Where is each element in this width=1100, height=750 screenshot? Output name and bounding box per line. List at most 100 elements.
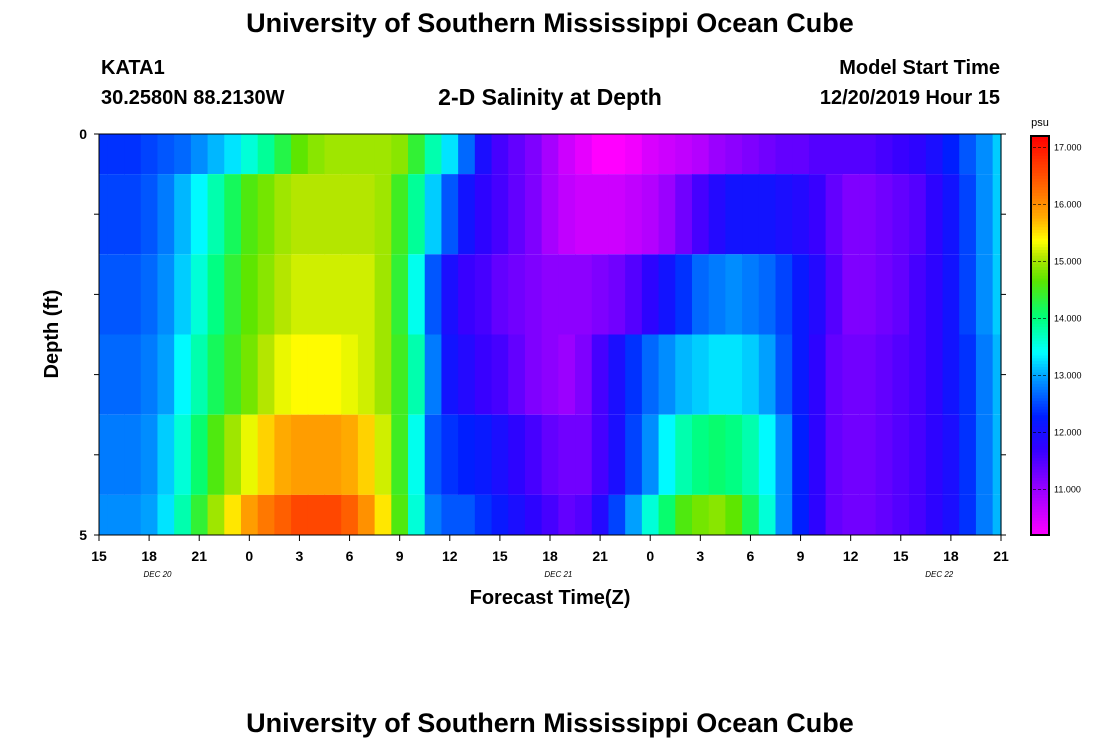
x-axis-date-label: DEC 22 [925,570,954,579]
heatmap-cell [959,494,977,535]
heatmap-cell [992,134,1002,175]
colorbar: 17.000 16.000 15.000 14.000 13.000 12.000 11.0… [1030,117,1082,536]
colorbar-band [1031,378,1049,382]
colorbar-band [1031,426,1049,431]
heatmap-cell [758,254,777,335]
heatmap-cell [925,334,944,415]
heatmap-cell [708,334,726,415]
heatmap-cell [391,414,409,495]
heatmap-cell [240,414,259,495]
heatmap-cell [424,334,443,415]
colorbar-band [1031,193,1049,197]
heatmap-cell [792,254,810,335]
heatmap-cell [608,414,626,495]
heatmap-cell [925,134,944,175]
x-axis-tick-label: 15 [492,548,508,564]
colorbar-band [1031,523,1049,528]
heatmap-cell [99,254,108,335]
colorbar-band [1031,195,1049,200]
heatmap-cell [240,254,259,335]
colorbar-band [1031,497,1049,502]
heatmap-cell [641,174,660,255]
heatmap-cell [224,254,242,335]
heatmap-cell [859,414,877,495]
heatmap-cell [474,174,493,255]
heatmap-cell [207,414,225,495]
heatmap-cell [458,254,476,335]
heatmap-cell [558,494,576,535]
heatmap-cell [124,414,142,495]
heatmap-cell [99,134,108,175]
colorbar-band [1031,272,1049,277]
heatmap-cell [207,494,225,535]
heatmap-cell [658,494,676,535]
colorbar-tick-label: 15.000 [1054,256,1082,266]
colorbar-band [1031,173,1049,177]
heatmap-cell [742,134,760,175]
colorbar-band [1031,435,1049,439]
heatmap-cell [575,134,593,175]
heatmap-cell [274,174,292,255]
heatmap-cell [975,254,994,335]
heatmap-cell [257,134,275,175]
heatmap-cell [357,334,376,415]
x-axis-tick-label: 6 [747,548,755,564]
heatmap-cell [307,134,326,175]
colorbar-band [1031,526,1049,530]
colorbar-band [1031,307,1049,311]
x-axis-tick-label: 0 [646,548,654,564]
colorbar-band [1031,455,1049,459]
heatmap-cell [608,254,626,335]
colorbar-band [1031,355,1049,359]
heatmap-cell [341,334,359,415]
heatmap-cell [641,414,660,495]
heatmap-cell [491,134,509,175]
heatmap-cell [625,134,643,175]
heatmap-cell [892,494,910,535]
heatmap-cell [558,134,576,175]
heatmap-cell [124,494,142,535]
heatmap-cell [408,134,426,175]
heatmap-cell [107,494,125,535]
heatmap-cell [190,334,209,415]
colorbar-band [1031,241,1049,245]
heatmap-cell [107,134,125,175]
colorbar-band [1031,446,1049,451]
colorbar-band [1031,164,1049,168]
heatmap-cell [859,494,877,535]
colorbar-band [1031,190,1049,194]
heatmap-cell [859,334,877,415]
heatmap-cell [140,254,159,335]
heatmap-cell [190,494,209,535]
colorbar-band [1031,312,1049,317]
colorbar-band [1031,403,1049,408]
colorbar-band [1031,517,1049,522]
colorbar-band [1031,366,1049,371]
colorbar-band [1031,415,1049,419]
heatmap-cell [842,134,860,175]
y-axis-tick-label: 5 [79,527,87,543]
colorbar-band [1031,232,1049,237]
heatmap-cell [424,494,443,535]
heatmap-cell [291,134,309,175]
heatmap-cell [742,334,760,415]
colorbar-band [1031,375,1049,379]
colorbar-band [1031,326,1049,331]
heatmap-cell [341,414,359,495]
heatmap-cell [224,174,242,255]
x-axis-tick-label: 21 [592,548,608,564]
heatmap-cell [725,174,743,255]
heatmap-cell [591,334,610,415]
heatmap-cell [541,334,559,415]
colorbar-band [1031,449,1049,453]
colorbar-band [1031,332,1049,337]
heatmap-cell [708,174,726,255]
colorbar-band [1031,532,1049,536]
heatmap-cell [408,254,426,335]
heatmap-cell [775,334,793,415]
heatmap-cell [424,414,443,495]
colorbar-band [1031,261,1049,265]
colorbar-band [1031,412,1049,416]
colorbar-tick-label: 12.000 [1054,427,1082,437]
